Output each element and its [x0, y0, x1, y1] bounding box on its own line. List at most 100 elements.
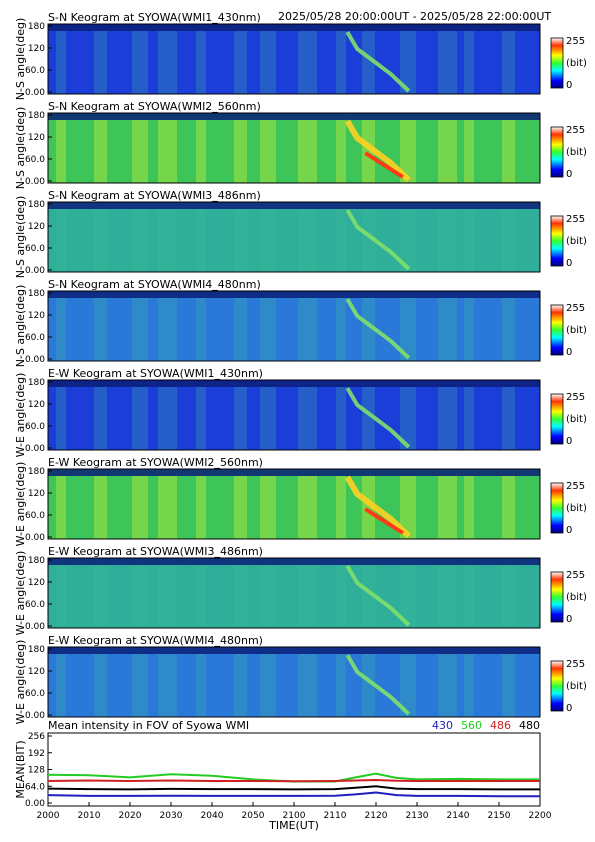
panel-title: S-N Keogram at SYOWA(WMI1_430nm) [48, 11, 261, 24]
auroral-arc [345, 30, 411, 93]
keogram-texture [158, 209, 177, 272]
y-tick-label: 64.0 [25, 782, 45, 792]
y-tick-label: 60.0 [25, 511, 45, 521]
y-tick-label: 0.00 [25, 88, 45, 98]
keogram-texture [94, 476, 107, 539]
colorbar-unit-label: (bit) [566, 414, 587, 425]
colorbar-unit-label: (bit) [566, 58, 587, 69]
colorbar-max-label: 255 [566, 392, 585, 403]
colorbar-min-label: 0 [566, 169, 572, 180]
panel-title: S-N Keogram at SYOWA(WMI3_486nm) [48, 189, 261, 202]
keogram-texture [94, 387, 107, 450]
series-line-430 [47, 791, 540, 798]
horizon-band [48, 113, 540, 120]
keogram-texture [196, 476, 206, 539]
y-axis-label: W-E angle(deg) [14, 640, 27, 725]
y-tick-label: 180 [28, 645, 45, 655]
horizon-band [48, 291, 540, 298]
y-tick-label: 0.00 [25, 355, 45, 365]
header-time-range: 2025/05/28 20:00:00UT - 2025/05/28 22:00… [278, 10, 551, 23]
keogram-texture [56, 31, 66, 94]
keogram-texture [336, 387, 346, 450]
keogram-texture [196, 31, 206, 94]
auroral-arc [344, 475, 411, 539]
keogram-texture [362, 298, 375, 361]
y-tick-label: 120 [28, 311, 45, 321]
keogram-texture [56, 298, 66, 361]
keogram-texture [502, 298, 515, 361]
y-tick-label: 180 [28, 200, 45, 210]
x-tick-label: 2120 [365, 811, 388, 821]
keogram-texture [260, 298, 276, 361]
y-axis-label: N-S angle(deg) [14, 196, 27, 279]
keogram-texture [362, 31, 375, 94]
keogram-texture [400, 31, 416, 94]
y-axis-label: MEAN(BIT) [14, 740, 27, 798]
y-axis-label: N-S angle(deg) [14, 285, 27, 368]
keogram-texture [260, 565, 276, 628]
horizon-band [48, 24, 540, 31]
keogram-texture [502, 387, 515, 450]
colorbar [550, 37, 564, 89]
auroral-arc [345, 653, 411, 716]
keogram-texture [464, 298, 474, 361]
keogram-texture [132, 209, 148, 272]
keogram-texture [234, 387, 247, 450]
y-tick-label: 120 [28, 222, 45, 232]
keogram-texture [260, 387, 276, 450]
keogram-texture [502, 565, 515, 628]
keogram-texture [400, 476, 416, 539]
horizon-band [48, 469, 540, 476]
keogram-texture [158, 120, 177, 183]
keogram-texture [298, 387, 317, 450]
keogram-texture [94, 654, 107, 717]
keogram-texture [158, 476, 177, 539]
keogram-texture [234, 654, 247, 717]
colorbar [550, 215, 564, 267]
keogram-texture [464, 387, 474, 450]
keogram-texture [438, 31, 457, 94]
keogram-texture [56, 387, 66, 450]
panel-frame [47, 112, 541, 184]
keogram-image [48, 202, 540, 272]
keogram-texture [196, 654, 206, 717]
keogram-texture [132, 654, 148, 717]
keogram-panel: S-N Keogram at SYOWA(WMI2_560nm)180 120 60… [14, 100, 587, 189]
keogram-texture [234, 565, 247, 628]
keogram-texture [438, 476, 457, 539]
panel-title: S-N Keogram at SYOWA(WMI4_480nm) [48, 278, 261, 291]
y-tick-label: 120 [28, 133, 45, 143]
keogram-texture [94, 31, 107, 94]
keogram-texture [132, 565, 148, 628]
keogram-image [48, 113, 540, 183]
keogram-texture [362, 120, 375, 183]
keogram-texture [400, 654, 416, 717]
keogram-texture [260, 209, 276, 272]
keogram-panel: S-N Keogram at SYOWA(WMI4_480nm)180 120 60… [14, 278, 587, 367]
keogram-texture [362, 209, 375, 272]
linechart-title: Mean intensity in FOV of Syowa WMI [48, 719, 249, 732]
y-tick-label: 60.0 [25, 422, 45, 432]
horizon-band [48, 647, 540, 654]
keogram-texture [158, 298, 177, 361]
keogram-image [48, 380, 540, 450]
colorbar-max-label: 255 [566, 659, 585, 670]
keogram-texture [438, 120, 457, 183]
keogram-panel: E-W Keogram at SYOWA(WMI4_480nm)180 120 60… [14, 634, 587, 724]
colorbar-min-label: 0 [566, 347, 572, 358]
y-tick-label: 0.00 [25, 177, 45, 187]
keogram-texture [158, 31, 177, 94]
y-axis-label: W-E angle(deg) [14, 462, 27, 547]
keogram-texture [438, 565, 457, 628]
keogram-texture [132, 387, 148, 450]
colorbar-max-label: 255 [566, 214, 585, 225]
y-axis-label: N-S angle(deg) [14, 18, 27, 101]
panel-frame [47, 468, 541, 540]
y-tick-label: 60.0 [25, 66, 45, 76]
colorbar-max-label: 255 [566, 481, 585, 492]
keogram-texture [464, 209, 474, 272]
linechart-frame [47, 732, 541, 807]
keogram-panel: E-W Keogram at SYOWA(WMI1_430nm)180 120 60… [14, 367, 587, 457]
keogram-image [48, 558, 540, 628]
keogram-texture [234, 298, 247, 361]
